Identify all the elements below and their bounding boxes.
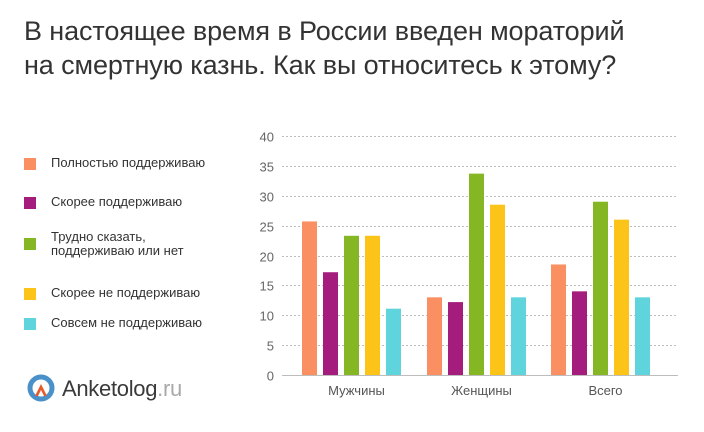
anketolog-logo-icon <box>27 374 55 402</box>
y-tick-label: 0 <box>267 369 274 384</box>
legend-swatch <box>24 318 36 330</box>
y-tick-label: 35 <box>260 160 274 175</box>
bar <box>614 219 629 375</box>
bar <box>490 204 505 375</box>
anketolog-logo: Anketolog.ru <box>26 374 182 404</box>
x-axis-category-labels: Мужчины Женщины Всего <box>328 383 622 398</box>
legend-item-not-support-at-all: Совсем не поддерживаю <box>24 316 251 330</box>
y-tick-label: 30 <box>260 190 274 205</box>
legend-item-rather-support: Скорее поддерживаю <box>24 195 251 209</box>
legend-label: Скорее поддерживаю <box>51 194 183 209</box>
legend-item-rather-not-support: Скорее не поддерживаю <box>24 286 251 300</box>
y-tick-label: 5 <box>267 339 274 354</box>
legend-swatch <box>24 288 36 300</box>
bar <box>593 201 608 375</box>
bar <box>427 297 442 375</box>
y-tick-label: 10 <box>260 309 274 324</box>
y-tick-label: 25 <box>260 220 274 235</box>
chart-bars <box>302 173 650 375</box>
chart-title-line-1: В настоящее время в России введен морато… <box>24 16 625 46</box>
chart-title-line-2: на смертную казнь. Как вы относитесь к э… <box>24 50 617 80</box>
bar <box>572 291 587 375</box>
bar <box>365 235 380 375</box>
bar <box>323 272 338 375</box>
legend-label: Полностью поддерживаю <box>51 155 206 170</box>
bar <box>386 308 401 375</box>
legend-item-hard-to-say: Трудно сказать, поддерживаю или нет <box>24 230 251 258</box>
y-tick-label: 40 <box>260 130 274 145</box>
y-axis-tick-labels: 0 5 10 15 20 25 30 35 40 <box>260 130 274 384</box>
bar <box>469 173 484 375</box>
y-tick-label: 20 <box>260 250 274 265</box>
bar <box>344 235 359 375</box>
bar <box>511 297 526 375</box>
bar <box>635 297 650 375</box>
legend-label: Скорее не поддерживаю <box>51 285 201 300</box>
x-category-label: Мужчины <box>328 383 385 398</box>
chart-title: В настоящее время в России введен морато… <box>24 14 694 82</box>
legend-item-fully-support: Полностью поддерживаю <box>24 156 251 170</box>
legend-label: Совсем не поддерживаю <box>51 315 202 330</box>
y-tick-label: 15 <box>260 279 274 294</box>
x-category-label: Всего <box>588 383 622 398</box>
x-category-label: Женщины <box>451 383 512 398</box>
legend-swatch <box>24 158 36 170</box>
legend-swatch <box>24 197 36 209</box>
bar <box>551 264 566 375</box>
legend-swatch <box>24 238 36 250</box>
legend-label: Трудно сказать, поддерживаю или нет <box>51 229 184 258</box>
bar <box>448 302 463 375</box>
logo-text: Anketolog.ru <box>62 376 182 401</box>
bar <box>302 221 317 375</box>
